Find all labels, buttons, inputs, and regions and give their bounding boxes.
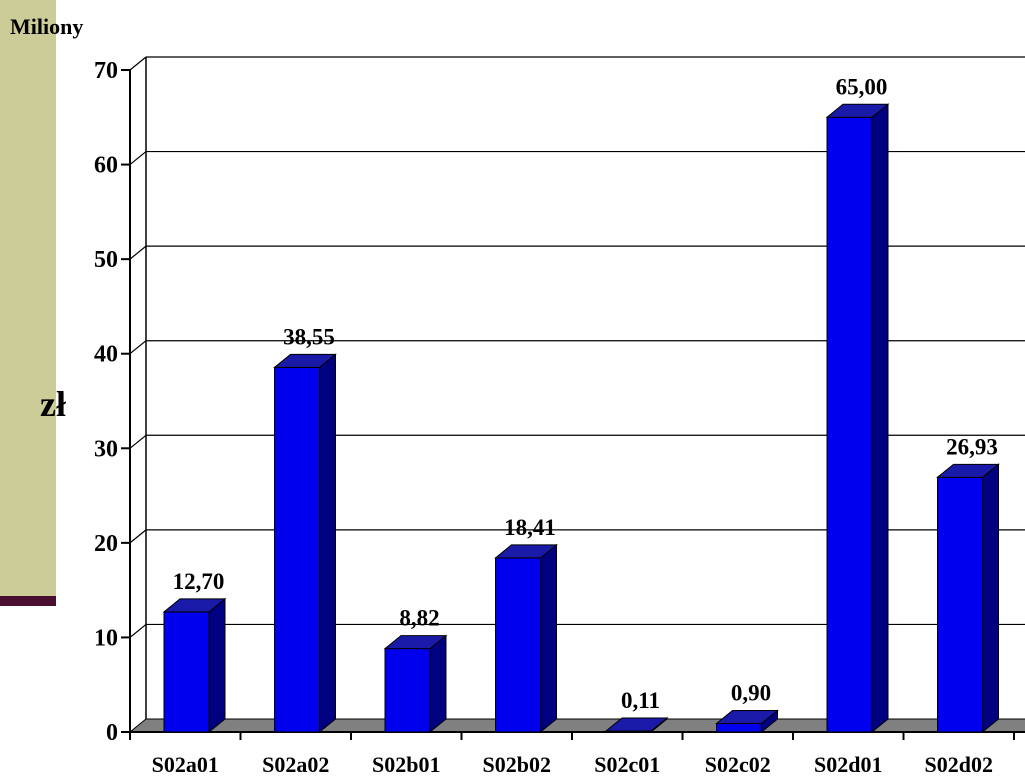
x-tick-label: S02a02 [262,752,329,777]
data-label: 12,70 [173,569,225,594]
y-tick-label: 30 [94,436,118,462]
bar [826,116,873,733]
y-tick-label: 50 [94,247,118,273]
x-tick-label: S02a01 [152,752,219,777]
bar-top [825,103,890,118]
data-label: 0,90 [731,680,771,705]
gridline-side [129,56,147,71]
bar-side [208,597,226,734]
bar [716,722,762,733]
y-axis-label: zł [40,384,66,424]
units-label: Miliony [10,14,83,39]
data-label: 38,55 [283,324,335,349]
y-tick-label: 60 [94,153,118,179]
bar-side [982,463,999,734]
bar-top [273,353,337,368]
y-tick-label: 0 [106,720,118,746]
plot-floor [128,718,1025,733]
bar-top [715,709,779,724]
bar-top [936,463,1000,478]
bar-top [383,635,448,650]
slide-decor-panel [0,0,56,600]
bar-side [540,543,557,734]
data-label: 8,82 [399,606,439,631]
data-label: 0,11 [621,688,660,713]
bar [274,366,320,733]
gridline-side [129,245,147,260]
bar-side [871,103,889,734]
data-label: 18,41 [504,515,556,540]
y-tick-label: 70 [94,58,118,84]
x-tick-label: S02b01 [372,752,440,777]
bar-top [604,717,669,732]
bar-top [494,544,558,559]
x-tick-label: S02c01 [594,752,660,777]
gridline-side [129,434,147,449]
data-label: 65,00 [836,74,888,99]
x-tick-label: S02c02 [705,752,771,777]
gridline-side [129,529,147,544]
bar-side [319,353,336,734]
bar [163,611,210,733]
gridline-side [129,623,147,638]
bar-top [162,598,227,613]
bar [495,557,541,733]
gridline-side [129,151,147,166]
data-label: 26,93 [946,434,998,459]
plot-area: 0 10 20 30 40 50 60 70 12,70 S02a01 38,55 S02a02 8,8… [94,56,1025,777]
bar-side [429,634,447,734]
gridline-side [129,340,147,355]
x-tick-label: S02b02 [483,752,551,777]
y-tick-label: 10 [94,625,118,651]
bar [937,476,983,733]
y-tick-label: 40 [94,342,118,368]
bar [384,648,431,733]
x-tick-label: S02d01 [814,752,882,777]
y-tick-label: 20 [94,531,118,557]
x-tick-label: S02d02 [925,752,993,777]
slide-decor-bar [0,596,56,606]
